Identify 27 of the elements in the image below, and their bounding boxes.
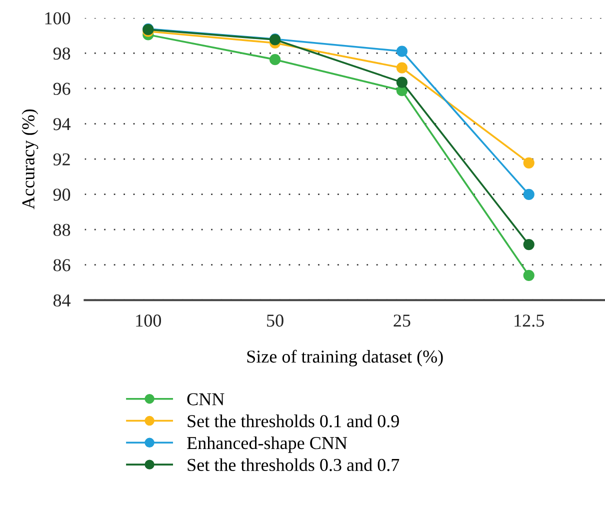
legend-label: Set the thresholds 0.3 and 0.7: [188, 458, 400, 472]
y-tick-label: 88: [53, 224, 70, 236]
legend-label: Enhanced-shape CNN: [187, 436, 348, 453]
x-axis-title: Size of training dataset (%): [247, 350, 443, 366]
x-tick-label: 100: [136, 314, 162, 327]
point: [523, 239, 534, 250]
point: [396, 62, 408, 74]
y-tick-label: 84: [53, 294, 71, 307]
legend-label: CNN: [187, 393, 224, 406]
y-tick-label: 94: [53, 118, 71, 130]
x-tick-label: 25: [394, 314, 410, 327]
point: [523, 188, 534, 200]
point: [396, 76, 408, 88]
y-tick-label: 90: [53, 188, 70, 201]
point: [523, 270, 534, 281]
point: [396, 46, 408, 57]
y-tick-label: 92: [53, 153, 70, 166]
y-axis-title: Accuracy (%): [22, 109, 38, 210]
y-tick-label: 96: [53, 82, 70, 95]
legend-label: Set the thresholds 0.1 and 0.9: [188, 414, 399, 428]
y-tick-label: 100: [45, 12, 70, 24]
point: [523, 157, 534, 168]
y-tick-label: 98: [53, 47, 70, 60]
x-tick-label: 12.5: [514, 314, 544, 327]
point: [270, 54, 281, 66]
x-tick-label: 50: [267, 314, 284, 327]
y-tick-label: 86: [53, 259, 70, 272]
